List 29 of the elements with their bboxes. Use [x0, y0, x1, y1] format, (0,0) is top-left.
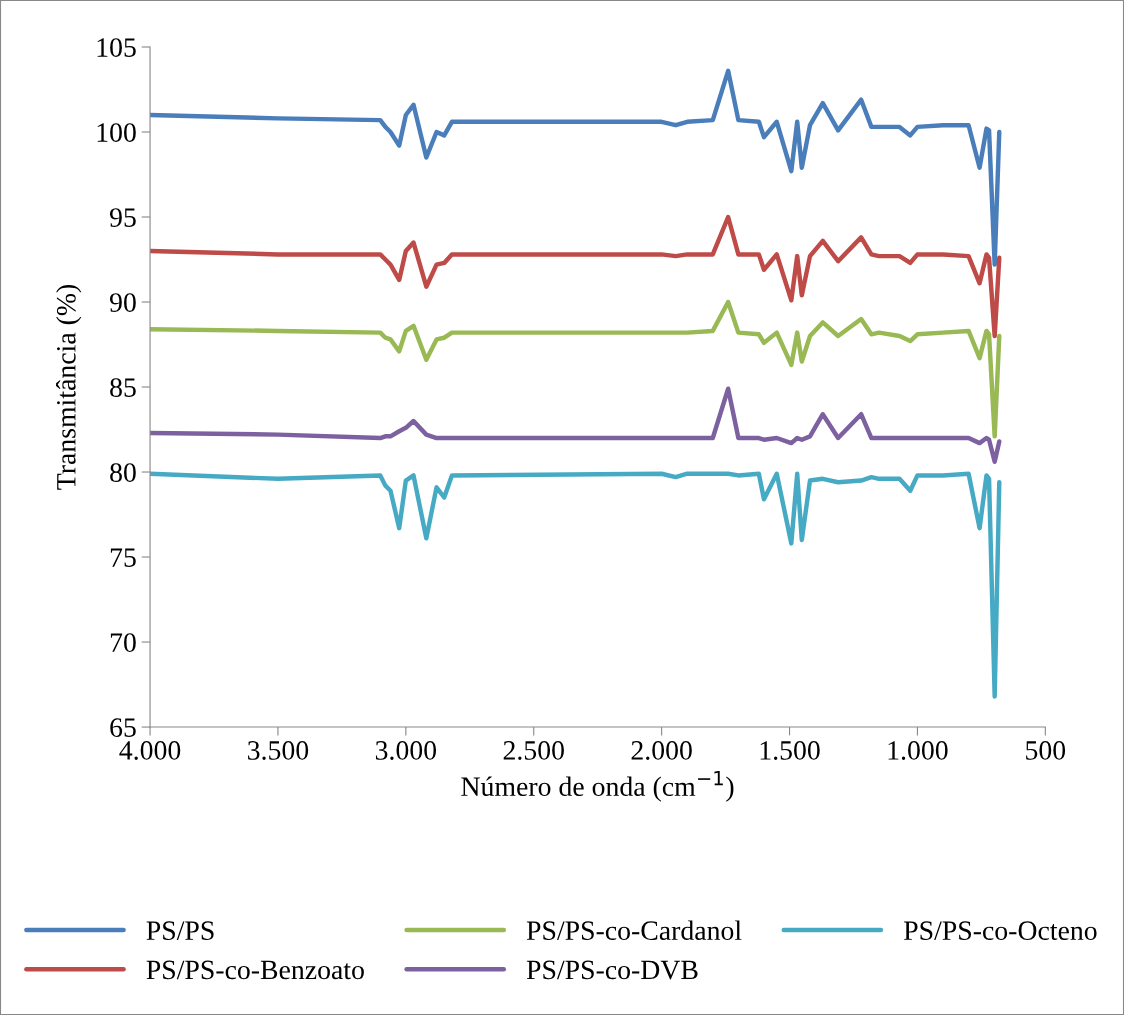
legend-label: PS/PS-co-Benzoato — [146, 960, 364, 980]
y-tick-label: 65 — [110, 718, 136, 737]
line-series — [150, 299, 1002, 439]
y-axis-title: Transmitância (%) — [56, 284, 82, 490]
y-tick-label: 85 — [110, 378, 136, 397]
y-tick-label: 75 — [110, 548, 136, 567]
legend-label: PS/PS-co-Octeno — [904, 921, 1097, 941]
x-tick-label: 1.500 — [760, 741, 820, 760]
y-tick-label: 80 — [110, 463, 136, 482]
line-series — [150, 214, 1002, 339]
line-series — [150, 68, 1002, 267]
legend-label: PS/PS-co-DVB — [526, 960, 698, 980]
line-series — [150, 386, 1002, 465]
x-tick-label: 1.000 — [888, 741, 948, 760]
x-tick-label: 3.000 — [375, 741, 437, 760]
y-tick-label: 70 — [110, 633, 136, 652]
line-series — [150, 471, 1002, 699]
x-tick-label: 2.500 — [503, 741, 564, 760]
y-tick-label: 105 — [97, 38, 136, 57]
y-tick-label: 90 — [109, 293, 136, 312]
x-axis-title: Número de onda (cm$^{−1}$) — [461, 770, 734, 802]
legend-label: PS/PS — [146, 921, 214, 941]
x-tick-label: 2.000 — [631, 741, 692, 760]
x-tick-label: 4.000 — [119, 741, 181, 760]
x-tick-label: 500 — [1026, 741, 1066, 760]
x-tick-label: 3.500 — [248, 741, 309, 760]
y-tick-label: 95 — [109, 208, 136, 227]
y-tick-label: 100 — [97, 123, 136, 142]
legend-label: PS/PS-co-Cardanol — [526, 920, 742, 941]
